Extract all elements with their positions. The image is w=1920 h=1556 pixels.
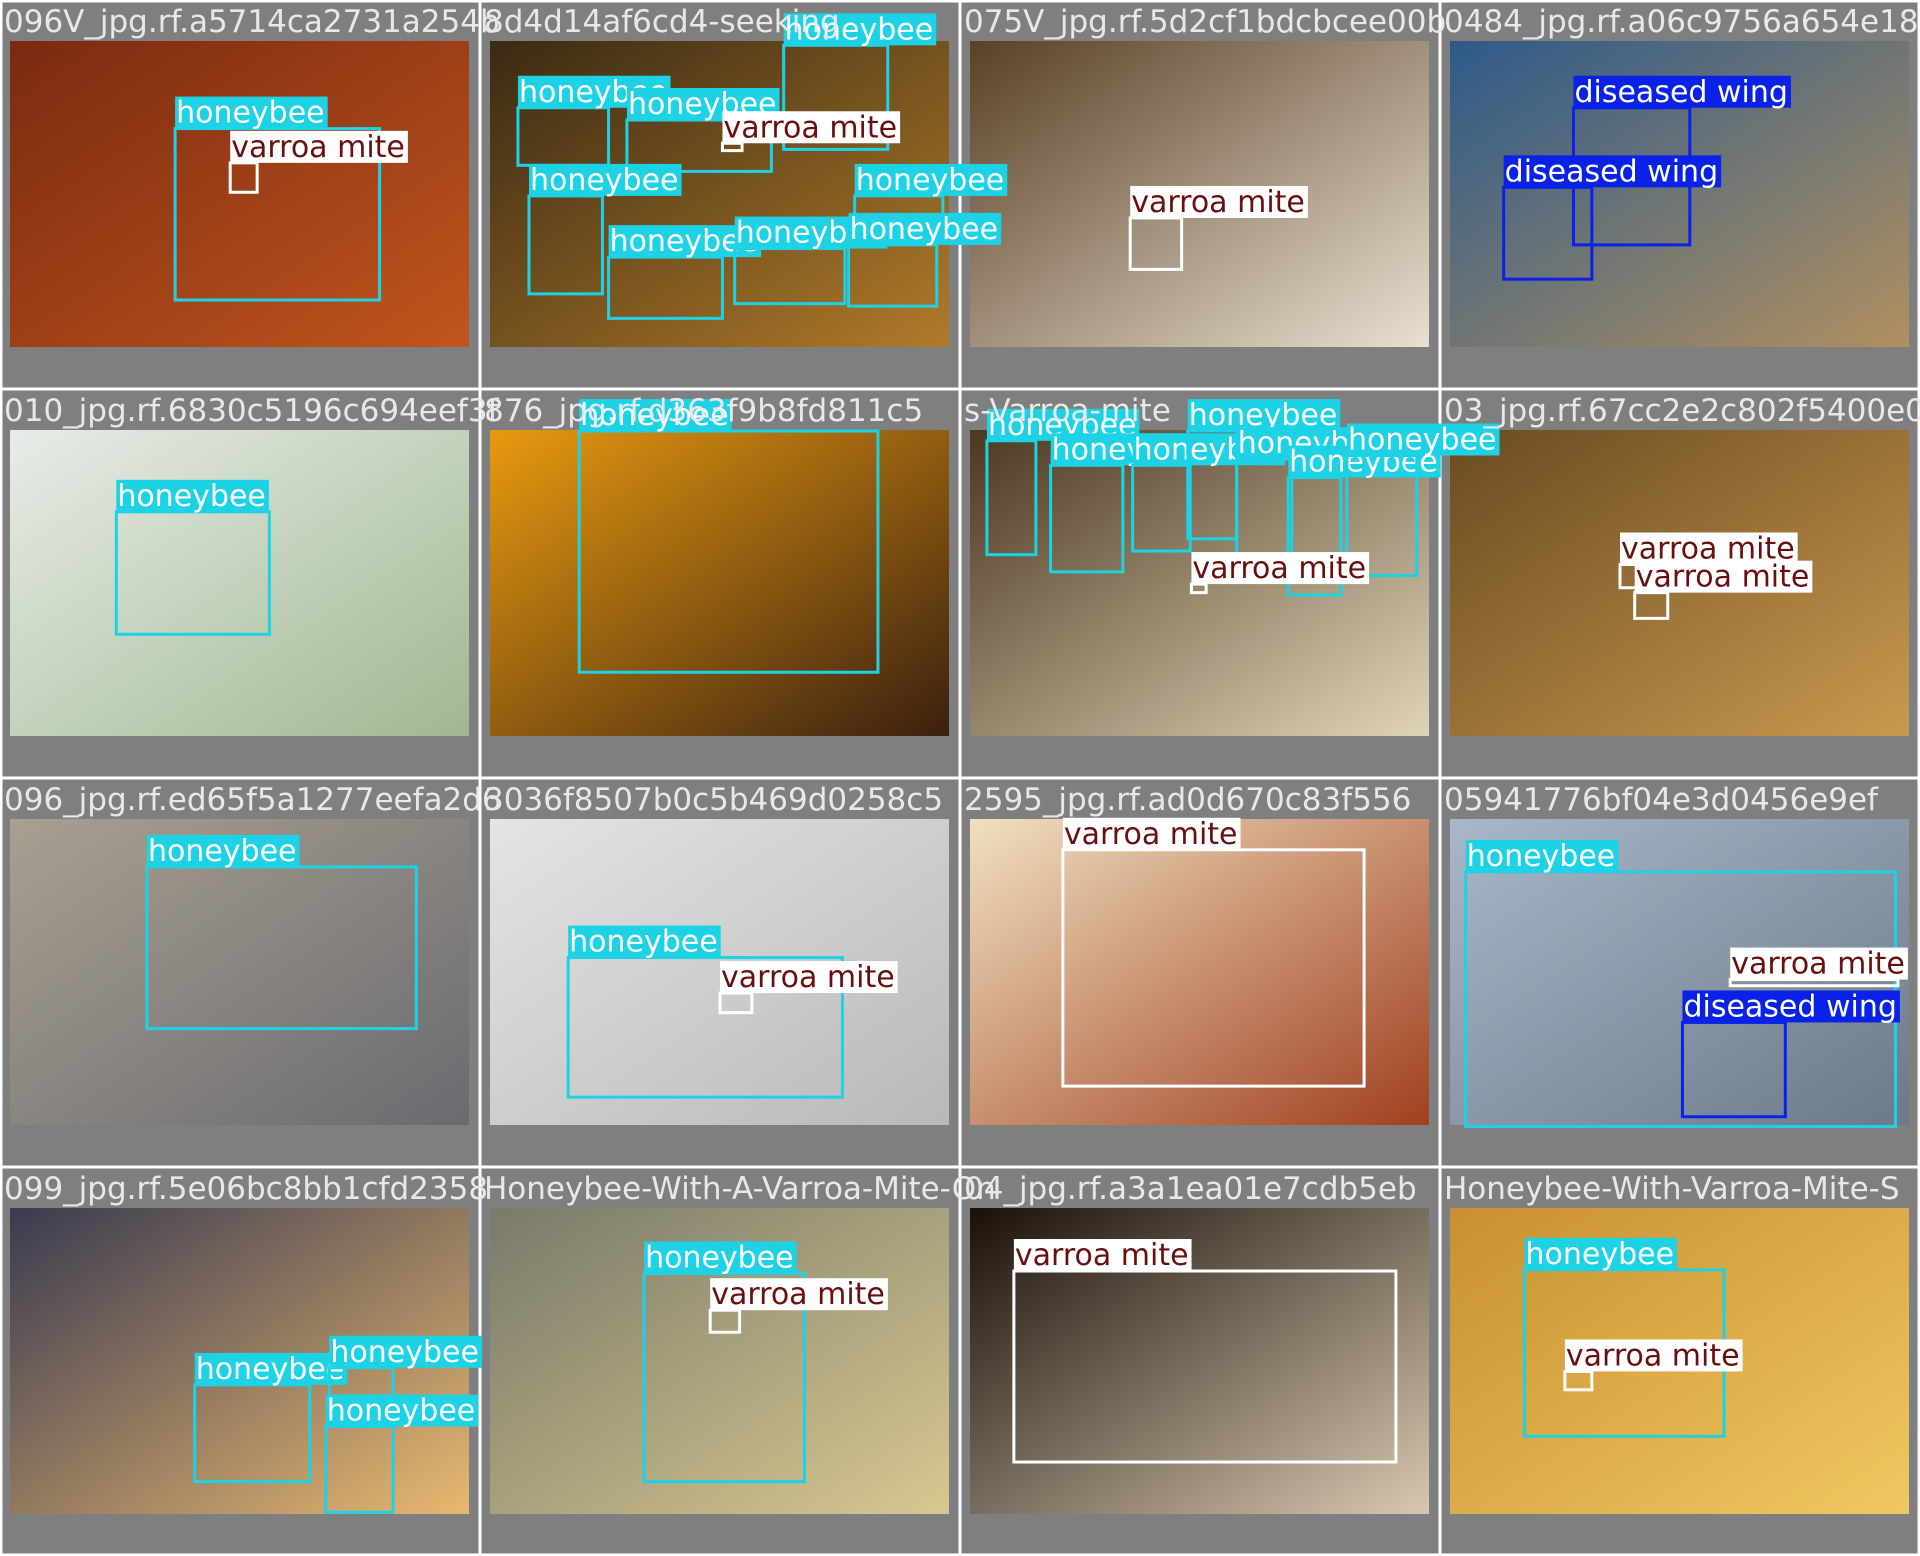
label-background xyxy=(854,163,1008,196)
label-background xyxy=(579,399,732,432)
label-background xyxy=(528,163,682,196)
box-label: varroa mite xyxy=(721,960,895,995)
box-label: honeybee xyxy=(530,163,679,198)
filename: 3036f8507b0c5b469d0258c5 xyxy=(484,782,943,818)
label-background xyxy=(568,925,721,958)
filename: s-Varroa-mite xyxy=(964,393,1171,429)
filename: 03_jpg.rf.67cc2e2c802f5400e0f xyxy=(1444,393,1920,429)
box-label: honeybee xyxy=(1467,839,1616,874)
label-background xyxy=(1730,947,1908,980)
label-background xyxy=(1564,1339,1743,1372)
box-label: honeybee xyxy=(330,1335,479,1370)
filename: 010_jpg.rf.6830c5196c694eef3f xyxy=(4,393,500,429)
label-background xyxy=(1013,1239,1192,1272)
box-label: honeybee xyxy=(1525,1237,1674,1272)
box-label: honeybee xyxy=(176,96,325,131)
box-label: honeybee xyxy=(856,163,1005,198)
label-background xyxy=(1620,532,1798,565)
box-label: honeybee xyxy=(785,12,934,47)
box-label: honeybee xyxy=(850,212,999,247)
filename: 876_jpg.rf.d363f9b8fd811c5 xyxy=(484,393,923,429)
photo xyxy=(10,430,469,736)
bounding-box xyxy=(1012,1269,1398,1464)
box-label: varroa mite xyxy=(1731,947,1905,982)
box-label: diseased wing xyxy=(1505,154,1718,189)
box-label: varroa mite xyxy=(1131,185,1305,220)
box-label: varroa mite xyxy=(1636,560,1810,595)
photo xyxy=(970,819,1429,1125)
filename: 04_jpg.rf.a3a1ea01e7cdb5eb xyxy=(964,1171,1417,1207)
box-label: varroa mite xyxy=(723,110,897,145)
label-background xyxy=(329,1335,482,1368)
filename: 096V_jpg.rf.a5714ca2731a254b xyxy=(4,4,500,40)
label-background xyxy=(1062,817,1241,850)
photo xyxy=(10,41,469,347)
label-background xyxy=(1191,552,1370,585)
photo xyxy=(490,430,949,736)
filename: Honeybee-With-A-Varroa-Mite-On xyxy=(484,1171,996,1207)
box-label: honeybee xyxy=(327,1394,476,1429)
box-label: honeybee xyxy=(580,398,729,433)
label-background xyxy=(1130,185,1308,218)
box-label: varroa mite xyxy=(1192,551,1366,586)
filename: 2595_jpg.rf.ad0d670c83f556 xyxy=(964,782,1411,818)
box-label: honeybee xyxy=(569,925,718,960)
label-background xyxy=(710,1278,888,1311)
box-label: diseased wing xyxy=(1683,989,1896,1024)
filename: 8d4d14af6cd4-seeking xyxy=(484,4,840,40)
box-label: honeybee xyxy=(148,834,297,869)
filename: 0484_jpg.rf.a06c9756a654e185 xyxy=(1444,4,1920,40)
photo xyxy=(10,819,469,1125)
filename: 099_jpg.rf.5e06bc8bb1cfd2358 xyxy=(4,1171,488,1207)
label-background xyxy=(230,130,408,163)
filename: 075V_jpg.rf.5d2cf1bdcbcee00b xyxy=(964,4,1446,40)
filename: 096_jpg.rf.ed65f5a1277eefa2d6 xyxy=(4,782,502,818)
label-background xyxy=(720,961,898,994)
label-background xyxy=(325,1394,479,1427)
label-background xyxy=(1503,155,1722,188)
box-label: honeybee xyxy=(117,479,266,514)
label-background xyxy=(644,1241,797,1274)
label-background xyxy=(1573,75,1791,108)
label-background xyxy=(175,96,328,129)
label-background xyxy=(1187,399,1341,432)
box-label: varroa mite xyxy=(1015,1238,1189,1273)
box-label: varroa mite xyxy=(711,1277,885,1312)
label-background xyxy=(1634,560,1813,593)
label-background xyxy=(116,479,269,512)
label-background xyxy=(1465,839,1619,872)
label-background xyxy=(1346,423,1500,456)
filename: Honeybee-With-Varroa-Mite-S xyxy=(1444,1171,1900,1207)
box-label: honeybee xyxy=(645,1240,794,1275)
box-label: diseased wing xyxy=(1574,75,1787,110)
box-label: varroa mite xyxy=(1566,1338,1740,1373)
label-background xyxy=(1524,1237,1678,1270)
label-background xyxy=(194,1352,348,1385)
label-background xyxy=(722,111,901,144)
box-label: honeybee xyxy=(196,1352,345,1387)
label-background xyxy=(1682,990,1900,1023)
label-background xyxy=(146,834,300,867)
box-label: varroa mite xyxy=(231,130,405,165)
label-background xyxy=(783,13,937,46)
filename: 05941776bf04e3d0456e9ef xyxy=(1444,782,1879,818)
box-label: varroa mite xyxy=(1064,817,1238,852)
label-background xyxy=(848,212,1002,245)
box-label: honeybee xyxy=(1348,423,1497,458)
